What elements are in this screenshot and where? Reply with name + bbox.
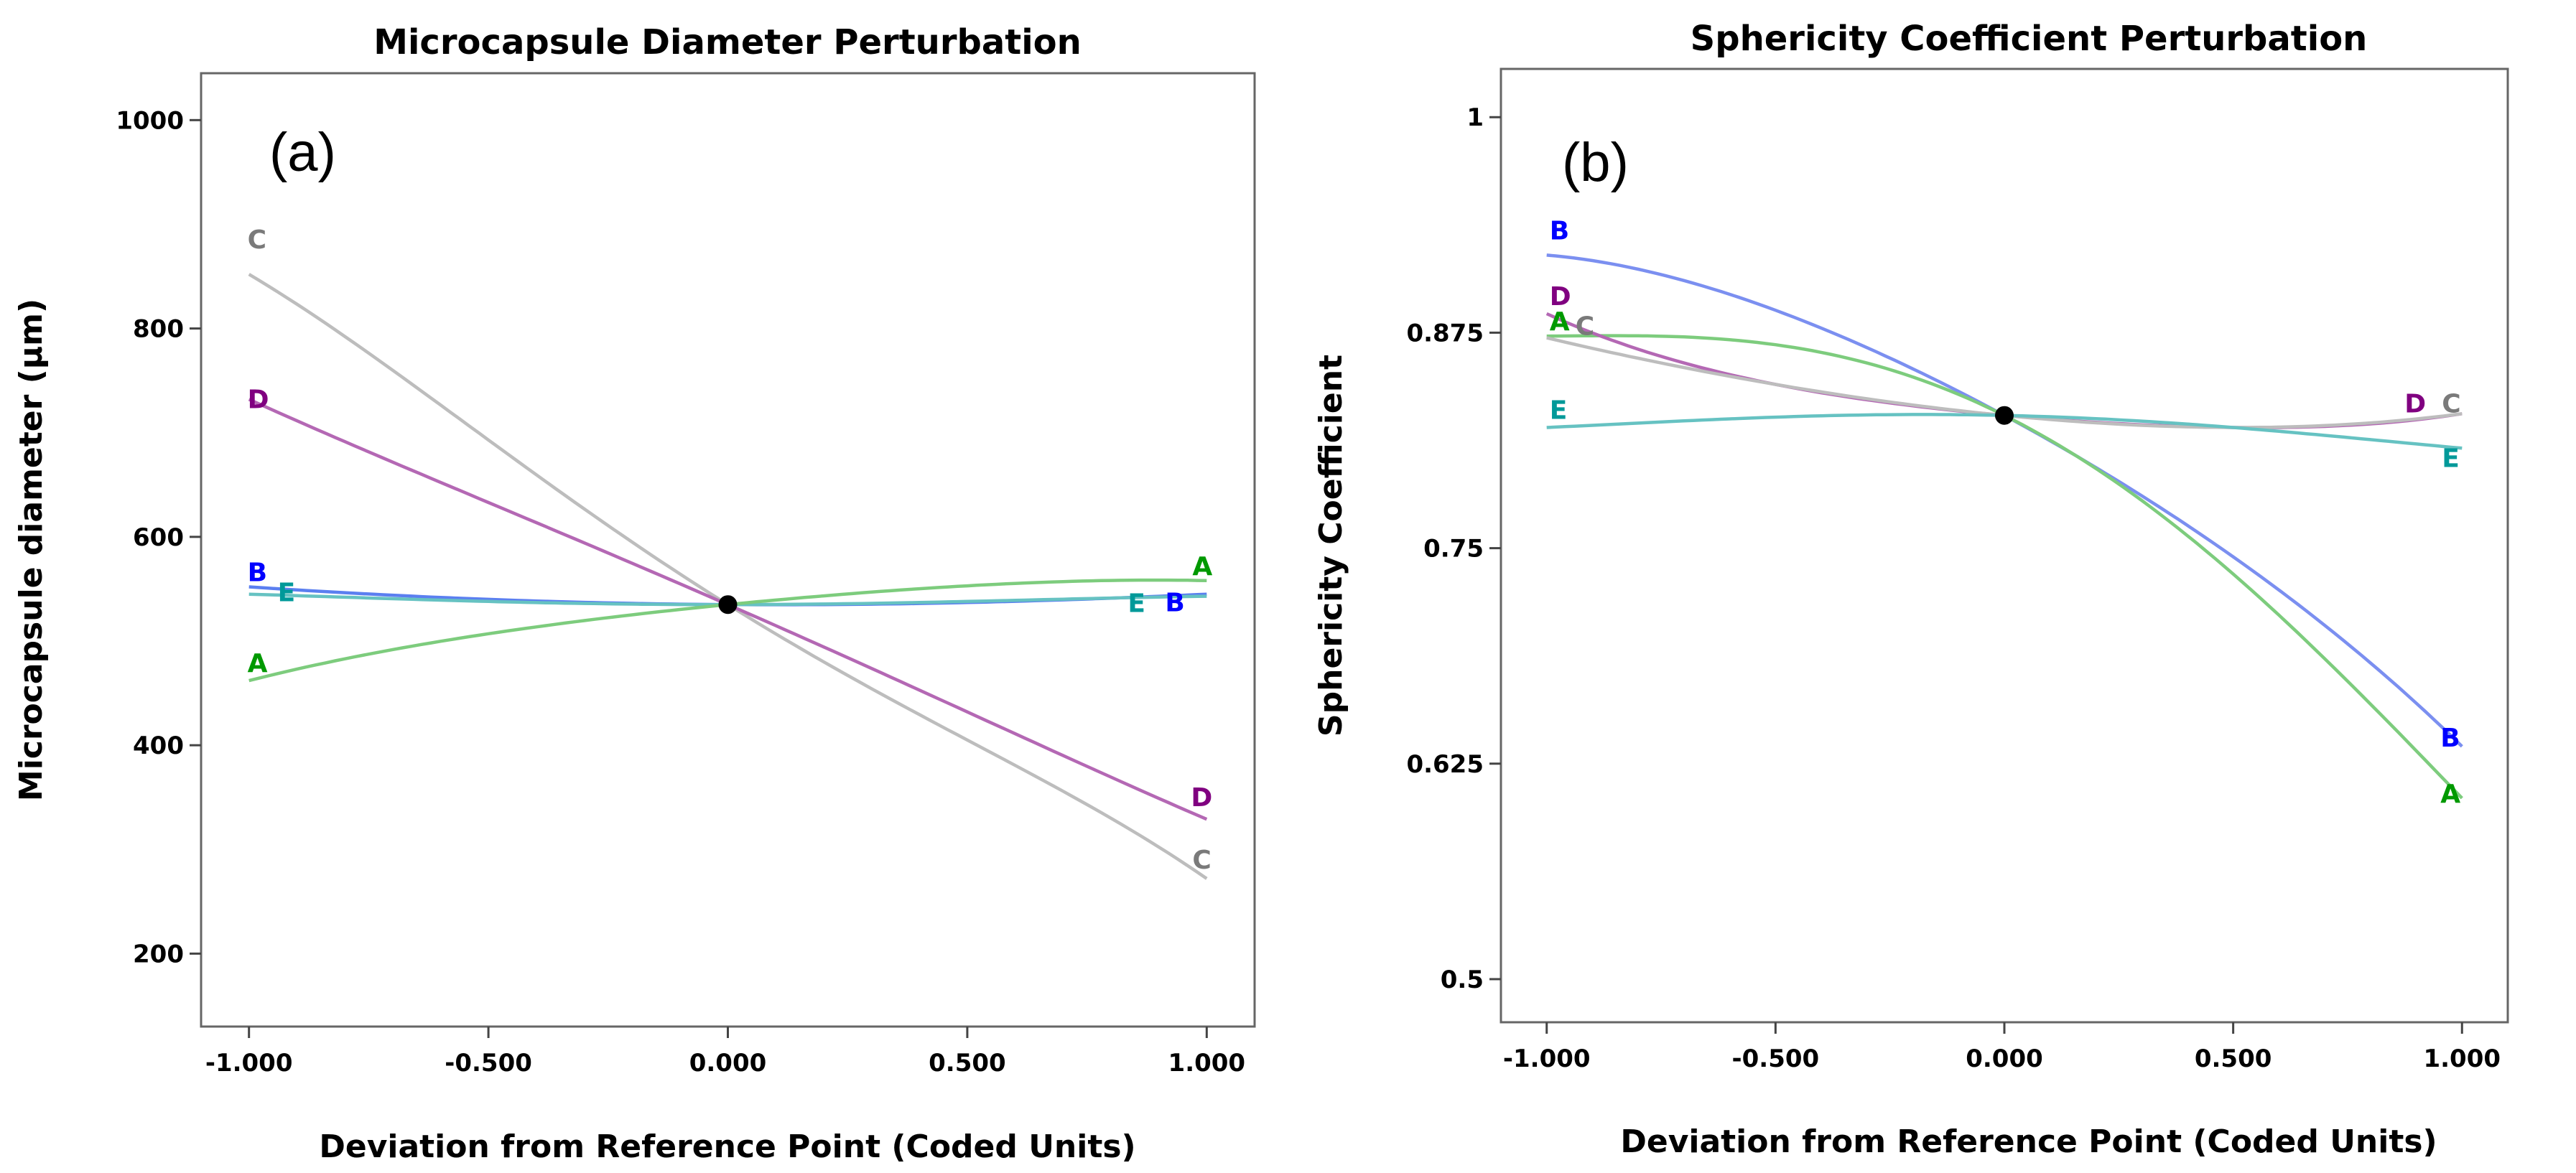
x-tick-label: 0.500	[2195, 1045, 2272, 1073]
y-tick-label: 0.75	[1423, 535, 1484, 564]
curve-label-C-left: C	[248, 225, 266, 255]
curve-label-A-right: A	[2440, 780, 2460, 809]
panel-a: Microcapsule Diameter Perturbation (a) -…	[13, 22, 1255, 1165]
curve-label-E-left: E	[1550, 396, 1568, 426]
curve-label-E-right: E	[1127, 589, 1145, 619]
panel-b-tag: (b)	[1562, 132, 1629, 193]
panel-a-x-axis-label: Deviation from Reference Point (Coded Un…	[319, 1128, 1135, 1165]
perturbation-figure: Microcapsule Diameter Perturbation (a) -…	[0, 0, 2576, 1173]
panel-b-title: Sphericity Coefficient Perturbation	[1691, 19, 2368, 59]
x-tick-label: -1.000	[205, 1049, 293, 1078]
x-tick-label: -1.000	[1503, 1045, 1591, 1073]
x-tick-label: 1.000	[1168, 1049, 1246, 1078]
panel-b-plot-frame	[1501, 69, 2508, 1022]
curve-label-C-left: C	[1576, 312, 1594, 342]
y-tick-label: 600	[133, 523, 184, 552]
curve-label-E-right: E	[2442, 444, 2460, 473]
x-tick-label: 0.000	[689, 1049, 767, 1078]
curve-label-D-right: D	[1191, 783, 1212, 813]
y-tick-label: 200	[133, 940, 184, 968]
curve-label-A-left: A	[1550, 307, 1570, 337]
panel-a-plot-frame	[201, 73, 1255, 1027]
y-tick-label: 1	[1466, 103, 1484, 132]
x-tick-label: -0.500	[445, 1049, 532, 1078]
curve-label-B-right: B	[2440, 724, 2460, 753]
curve-label-E-left: E	[278, 579, 296, 608]
curve-label-C-right: C	[1192, 846, 1211, 875]
panel-a-tag: (a)	[269, 122, 336, 183]
y-tick-label: 1000	[116, 106, 184, 135]
panel-b: Sphericity Coefficient Perturbation (b) …	[1313, 19, 2508, 1160]
x-tick-label: 0.000	[1966, 1045, 2043, 1073]
curve-label-D-left: D	[248, 385, 269, 414]
panel-b-y-axis-label: Sphericity Coefficient	[1313, 355, 1349, 737]
curve-label-D-left: D	[1550, 282, 1571, 312]
panel-a-y-axis-label: Microcapsule diameter (µm)	[13, 299, 50, 801]
panel-b-x-axis-label: Deviation from Reference Point (Coded Un…	[1620, 1123, 2437, 1160]
panel-a-reference-point	[719, 595, 738, 614]
curve-label-B-left: B	[248, 559, 267, 588]
y-tick-label: 0.5	[1441, 966, 1484, 994]
panel-b-reference-point	[1995, 406, 2014, 425]
curve-label-A-left: A	[248, 649, 268, 678]
y-tick-label: 0.875	[1406, 319, 1484, 347]
x-tick-label: -0.500	[1732, 1045, 1820, 1073]
y-tick-label: 0.625	[1406, 750, 1484, 779]
curve-label-D-right: D	[2404, 389, 2426, 419]
x-tick-label: 1.000	[2423, 1045, 2501, 1073]
curve-label-B-left: B	[1550, 216, 1569, 246]
panel-a-title: Microcapsule Diameter Perturbation	[373, 22, 1082, 62]
curve-label-B-right: B	[1165, 589, 1184, 618]
curve-label-A-right: A	[1192, 552, 1212, 581]
y-tick-label: 400	[133, 732, 184, 760]
x-tick-label: 0.500	[929, 1049, 1006, 1078]
y-tick-label: 800	[133, 315, 184, 344]
curve-label-C-right: C	[2442, 389, 2460, 419]
